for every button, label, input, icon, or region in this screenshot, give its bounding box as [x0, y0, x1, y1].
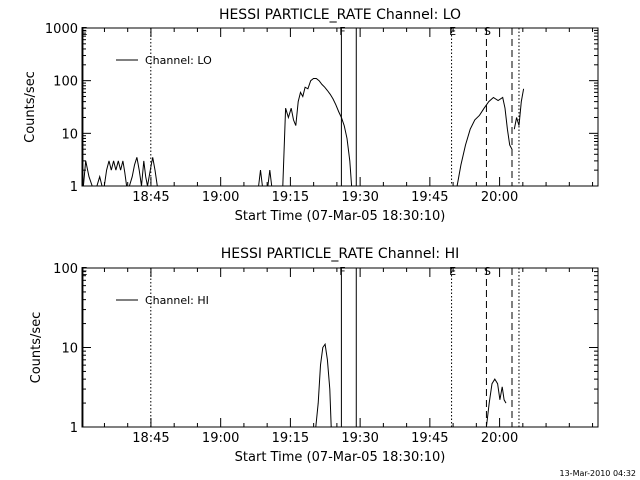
event-marker-label: E [80, 25, 87, 38]
chart-title: HESSI PARTICLE_RATE Channel: HI [221, 246, 459, 262]
y-tick-label: 10 [61, 342, 78, 357]
hi-channel-panel: HESSI PARTICLE_RATE Channel: HI 18:45 19:0… [29, 246, 599, 465]
event-marker-label: S [484, 265, 491, 278]
y-tick-label: 100 [53, 262, 78, 277]
x-tick-label: 19:00 [202, 190, 239, 205]
y-tick-label: 100 [53, 75, 78, 90]
x-tick-label: 19:00 [202, 431, 239, 446]
y-tick-label: 1 [70, 180, 78, 195]
plot-frame [81, 27, 599, 187]
y-tick-label: 1000 [45, 22, 78, 37]
lo-channel-panel: HESSI PARTICLE_RATE Channel: LO 18:45 19:0… [23, 7, 599, 224]
series-line [267, 170, 273, 187]
series-line [258, 170, 263, 187]
series-line [485, 378, 507, 428]
generation-timestamp: 13-Mar-2010 04:32 [559, 469, 637, 478]
x-tick-label: 20:00 [481, 190, 518, 205]
plot-frame [81, 267, 599, 428]
x-tick-label: 19:30 [341, 431, 378, 446]
legend-label: Channel: HI [145, 294, 209, 307]
event-marker-label: S [484, 25, 491, 38]
chart-title: HESSI PARTICLE_RATE Channel: LO [219, 7, 461, 23]
y-tick-label: 10 [61, 127, 78, 142]
x-tick-label: 19:30 [341, 190, 378, 205]
event-marker-label: F [339, 265, 345, 278]
y-tick-label: 1 [70, 421, 78, 436]
x-axis-label: Start Time (07-Mar-05 18:30:10) [235, 209, 446, 224]
event-marker-label: E [80, 265, 87, 278]
x-tick-label: 18:45 [132, 190, 169, 205]
event-marker-label: E [449, 265, 456, 278]
series-line [315, 342, 332, 428]
series-line [513, 88, 525, 130]
event-marker-label: E [449, 25, 456, 38]
x-tick-label: 19:15 [272, 190, 309, 205]
series-line [456, 96, 513, 187]
x-tick-label: 18:45 [132, 431, 169, 446]
y-axis-label: Counts/sec [29, 312, 44, 384]
x-axis-label: Start Time (07-Mar-05 18:30:10) [235, 450, 446, 465]
series-line [282, 78, 353, 187]
legend-label: Channel: LO [145, 54, 212, 67]
x-tick-label: 19:45 [411, 190, 448, 205]
y-axis-label: Counts/sec [23, 71, 38, 143]
x-tick-label: 20:00 [481, 431, 518, 446]
series-line [82, 157, 158, 187]
x-tick-label: 19:15 [272, 431, 309, 446]
x-tick-label: 19:45 [411, 431, 448, 446]
event-marker-label: F [339, 25, 345, 38]
